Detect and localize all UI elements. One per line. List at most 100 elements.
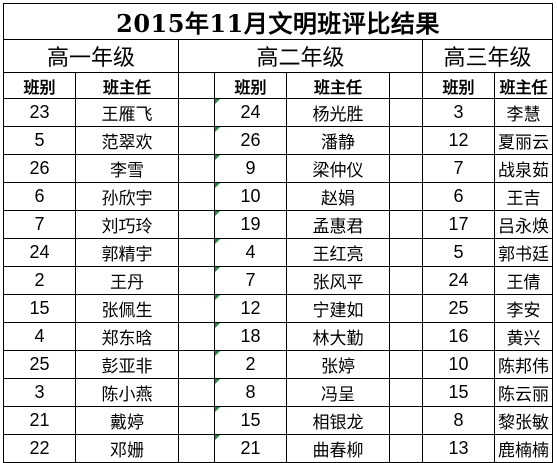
teacher-name-cell[interactable]: 曲春柳 [286,434,390,463]
class-number-cell[interactable]: 8 [422,406,495,435]
class-number-cell[interactable]: 13 [422,434,495,463]
class-number-cell[interactable]: 7 [3,210,76,239]
spacer-cell[interactable] [178,126,215,155]
teacher-name-cell[interactable]: 陈小燕 [75,378,179,407]
teacher-name-cell[interactable]: 邓姗 [75,434,179,463]
teacher-name-cell[interactable]: 林大勤 [286,322,390,351]
class-number-cell[interactable]: 2 [214,350,287,379]
class-number-cell[interactable]: 3 [3,378,76,407]
teacher-header-3[interactable]: 班主任 [494,72,553,99]
class-header-1[interactable]: 班别 [3,72,76,99]
class-number-cell[interactable]: 24 [214,98,287,127]
teacher-name-cell[interactable]: 黄兴 [494,322,553,351]
spacer-cell[interactable] [389,322,423,351]
teacher-name-cell[interactable]: 杨光胜 [286,98,390,127]
spacer-cell[interactable] [178,210,215,239]
class-header-2[interactable]: 班别 [214,72,287,99]
class-number-cell[interactable]: 5 [3,126,76,155]
class-number-cell[interactable]: 19 [214,210,287,239]
class-number-cell[interactable]: 9 [214,154,287,183]
teacher-name-cell[interactable]: 陈邦伟 [494,350,553,379]
teacher-name-cell[interactable]: 范翠欢 [75,126,179,155]
class-number-cell[interactable]: 17 [422,210,495,239]
class-number-cell[interactable]: 18 [214,322,287,351]
teacher-name-cell[interactable]: 郭精宇 [75,238,179,267]
class-number-cell[interactable]: 24 [422,266,495,295]
spacer-cell[interactable] [178,72,215,99]
spacer-cell[interactable] [178,406,215,435]
teacher-name-cell[interactable]: 冯呈 [286,378,390,407]
spacer-cell[interactable] [178,98,215,127]
class-number-cell[interactable]: 8 [214,378,287,407]
teacher-name-cell[interactable]: 潘静 [286,126,390,155]
teacher-name-cell[interactable]: 彭亚非 [75,350,179,379]
spacer-cell[interactable] [178,434,215,463]
spacer-cell[interactable] [389,434,423,463]
teacher-name-cell[interactable]: 相银龙 [286,406,390,435]
teacher-name-cell[interactable]: 王倩 [494,266,553,295]
spacer-cell[interactable] [389,72,423,99]
teacher-name-cell[interactable]: 王雁飞 [75,98,179,127]
class-number-cell[interactable]: 10 [214,182,287,211]
teacher-name-cell[interactable]: 张婷 [286,350,390,379]
class-number-cell[interactable]: 15 [422,378,495,407]
teacher-name-cell[interactable]: 梁仲仪 [286,154,390,183]
spacer-cell[interactable] [389,126,423,155]
class-number-cell[interactable]: 22 [3,434,76,463]
class-number-cell[interactable]: 7 [214,266,287,295]
class-number-cell[interactable]: 5 [422,238,495,267]
class-number-cell[interactable]: 26 [214,126,287,155]
teacher-name-cell[interactable]: 李慧 [494,98,553,127]
teacher-name-cell[interactable]: 吕永焕 [494,210,553,239]
spacer-cell[interactable] [178,238,215,267]
class-number-cell[interactable]: 7 [422,154,495,183]
spacer-cell[interactable] [178,378,215,407]
teacher-name-cell[interactable]: 黎张敏 [494,406,553,435]
teacher-name-cell[interactable]: 王红亮 [286,238,390,267]
class-number-cell[interactable]: 6 [422,182,495,211]
class-number-cell[interactable]: 25 [3,350,76,379]
grade-heading-3[interactable]: 高三年级 [422,39,553,73]
teacher-header-2[interactable]: 班主任 [286,72,390,99]
teacher-name-cell[interactable]: 鹿楠楠 [494,434,553,463]
spacer-cell[interactable] [178,294,215,323]
class-number-cell[interactable]: 24 [3,238,76,267]
grade-heading-1[interactable]: 高一年级 [3,39,179,73]
class-number-cell[interactable]: 21 [214,434,287,463]
class-number-cell[interactable]: 25 [422,294,495,323]
class-number-cell[interactable]: 12 [214,294,287,323]
spacer-cell[interactable] [178,322,215,351]
teacher-name-cell[interactable]: 郑东晗 [75,322,179,351]
spacer-cell[interactable] [389,406,423,435]
class-number-cell[interactable]: 10 [422,350,495,379]
teacher-name-cell[interactable]: 孙欣宇 [75,182,179,211]
spacer-cell[interactable] [389,210,423,239]
teacher-name-cell[interactable]: 李雪 [75,154,179,183]
spacer-cell[interactable] [389,238,423,267]
class-number-cell[interactable]: 4 [214,238,287,267]
teacher-name-cell[interactable]: 王丹 [75,266,179,295]
spacer-cell[interactable] [389,98,423,127]
class-number-cell[interactable]: 21 [3,406,76,435]
grade-heading-2[interactable]: 高二年级 [178,39,423,73]
teacher-name-cell[interactable]: 陈云丽 [494,378,553,407]
teacher-name-cell[interactable]: 郭书廷 [494,238,553,267]
class-number-cell[interactable]: 12 [422,126,495,155]
class-number-cell[interactable]: 4 [3,322,76,351]
spacer-cell[interactable] [389,182,423,211]
spacer-cell[interactable] [178,182,215,211]
teacher-header-1[interactable]: 班主任 [75,72,179,99]
class-number-cell[interactable]: 23 [3,98,76,127]
page-title[interactable]: 2015年11月文明班评比结果 [3,3,553,40]
teacher-name-cell[interactable]: 夏丽云 [494,126,553,155]
spacer-cell[interactable] [389,350,423,379]
spacer-cell[interactable] [389,266,423,295]
teacher-name-cell[interactable]: 刘巧玲 [75,210,179,239]
teacher-name-cell[interactable]: 王吉 [494,182,553,211]
class-number-cell[interactable]: 3 [422,98,495,127]
teacher-name-cell[interactable]: 李安 [494,294,553,323]
class-number-cell[interactable]: 6 [3,182,76,211]
class-number-cell[interactable]: 15 [214,406,287,435]
teacher-name-cell[interactable]: 张佩生 [75,294,179,323]
teacher-name-cell[interactable]: 张风平 [286,266,390,295]
